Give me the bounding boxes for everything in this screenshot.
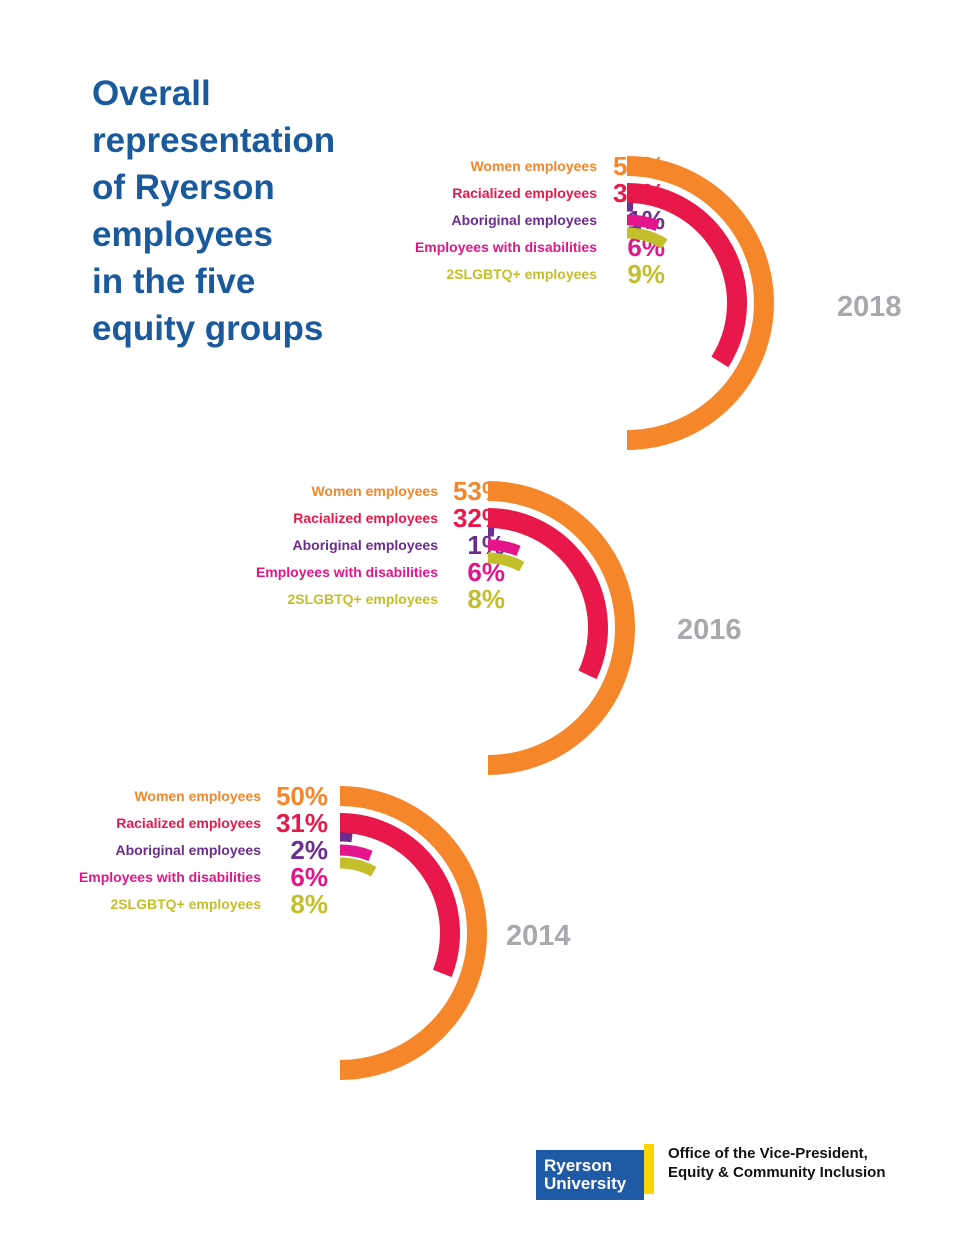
series-label: 2SLGBTQ+ employees — [287, 591, 438, 607]
data-label: 8% — [290, 889, 328, 919]
title-line: equity groups — [92, 309, 324, 348]
series-label: Employees with disabilities — [415, 239, 597, 255]
office-line: Equity & Community Inclusion — [668, 1164, 886, 1181]
arc-disabilities — [339, 844, 373, 862]
title-line: of Ryerson — [92, 168, 275, 207]
arc-lgbtq — [626, 227, 668, 249]
data-label: 2% — [290, 835, 328, 865]
series-label: Aboriginal employees — [116, 842, 262, 858]
series-label: Aboriginal employees — [452, 212, 598, 228]
office-line: Office of the Vice-President, — [668, 1145, 868, 1162]
chart-2018: Women employees 56% Racialized employees 34… — [415, 151, 902, 450]
page-title: Overall representation of Ryerson employ… — [92, 70, 392, 352]
data-label: 9% — [627, 259, 665, 289]
arc-disabilities — [626, 214, 660, 232]
ryerson-logo: Ryerson University — [536, 1150, 644, 1200]
data-label: 34% — [613, 178, 665, 208]
series-label: Racialized employees — [293, 510, 438, 526]
series-label: Employees with disabilities — [79, 869, 261, 885]
logo-accent-bar — [644, 1144, 654, 1194]
office-name: Office of the Vice-President, Equity & C… — [668, 1144, 938, 1182]
year-label: 2018 — [837, 291, 902, 323]
arc-racialized — [339, 813, 460, 978]
data-label: 8% — [467, 584, 505, 614]
arc-women — [487, 481, 635, 775]
title-line: in the five — [92, 262, 256, 301]
arc-women — [626, 156, 774, 450]
title-line: employees — [92, 215, 273, 254]
logo-line: University — [544, 1174, 627, 1193]
series-label: 2SLGBTQ+ employees — [446, 266, 597, 282]
series-label: Racialized employees — [116, 815, 261, 831]
series-label: Employees with disabilities — [256, 564, 438, 580]
arc-disabilities — [487, 539, 521, 557]
data-label: 6% — [290, 862, 328, 892]
series-label: Racialized employees — [452, 185, 597, 201]
data-label: 53% — [453, 476, 505, 506]
series-label: Aboriginal employees — [293, 537, 439, 553]
series-label: Women employees — [311, 483, 438, 499]
series-label: Women employees — [134, 788, 261, 804]
data-label: 32% — [453, 503, 505, 533]
arc-lgbtq — [339, 857, 377, 877]
series-label: 2SLGBTQ+ employees — [110, 896, 261, 912]
year-label: 2014 — [506, 920, 571, 952]
arc-aboriginal — [339, 832, 353, 843]
arc-racialized — [487, 508, 608, 680]
data-label: 50% — [276, 781, 328, 811]
arc-women — [339, 786, 487, 1080]
arc-lgbtq — [487, 552, 525, 572]
arc-racialized — [626, 183, 747, 368]
chart-2016: Women employees 53% Racialized employees 32… — [256, 476, 742, 775]
series-label: Women employees — [470, 158, 597, 174]
title-line: representation — [92, 121, 336, 160]
data-label: 31% — [276, 808, 328, 838]
chart-2014: Women employees 50% Racialized employees 31… — [79, 781, 571, 1080]
logo-line: Ryerson — [544, 1156, 613, 1175]
data-label: 56% — [613, 151, 665, 181]
title-line: Overall — [92, 74, 211, 113]
year-label: 2016 — [677, 614, 742, 646]
